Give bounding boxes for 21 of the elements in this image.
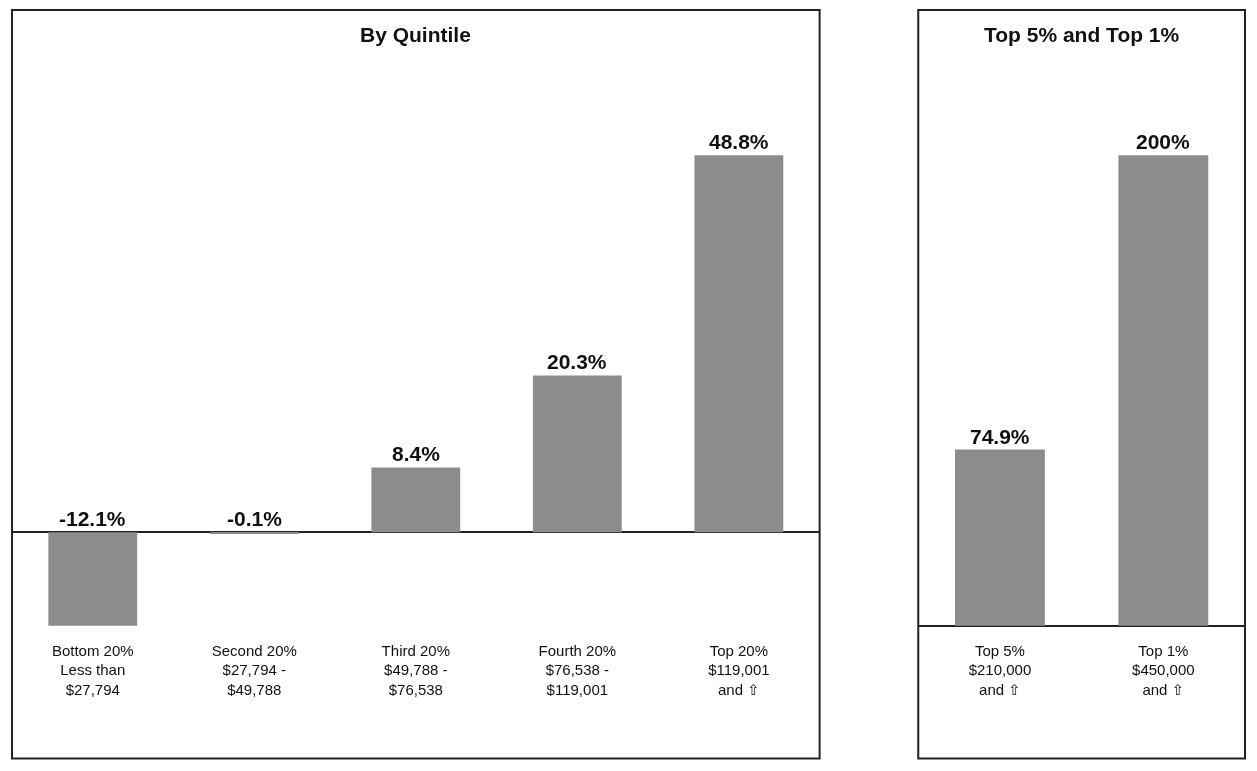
data-label: 74.9% [970,425,1030,448]
x-tick-label: Fourth 20% $76,538 - $119,001 [538,641,617,698]
x-tick-label: Third 20% $49,788 - $76,538 [381,641,450,698]
x-tick-label: Top 5% $210,000 and ⇧ [968,641,1032,698]
data-label: 20.3% [547,350,607,373]
data-label: -0.1% [227,507,283,530]
chart-title: By Quintile [360,23,471,46]
bar [48,532,138,626]
bar [209,531,299,534]
data-label: 8.4% [392,442,441,465]
chart-title: Top 5% and Top 1% [984,23,1180,46]
data-label: 200% [1136,130,1191,153]
bar [371,467,461,533]
bar [532,375,622,533]
x-tick-label: Bottom 20% Less than $27,794 [51,641,134,698]
bar [694,155,784,533]
x-tick-label: Second 20% $27,794 - $49,788 [211,641,297,698]
data-label: -12.1% [59,507,126,530]
x-tick-label: Top 20% $119,001 and ⇧ [708,641,770,698]
data-label: 48.8% [709,130,769,153]
x-tick-label: Top 1% $450,000 and ⇧ [1132,641,1195,698]
